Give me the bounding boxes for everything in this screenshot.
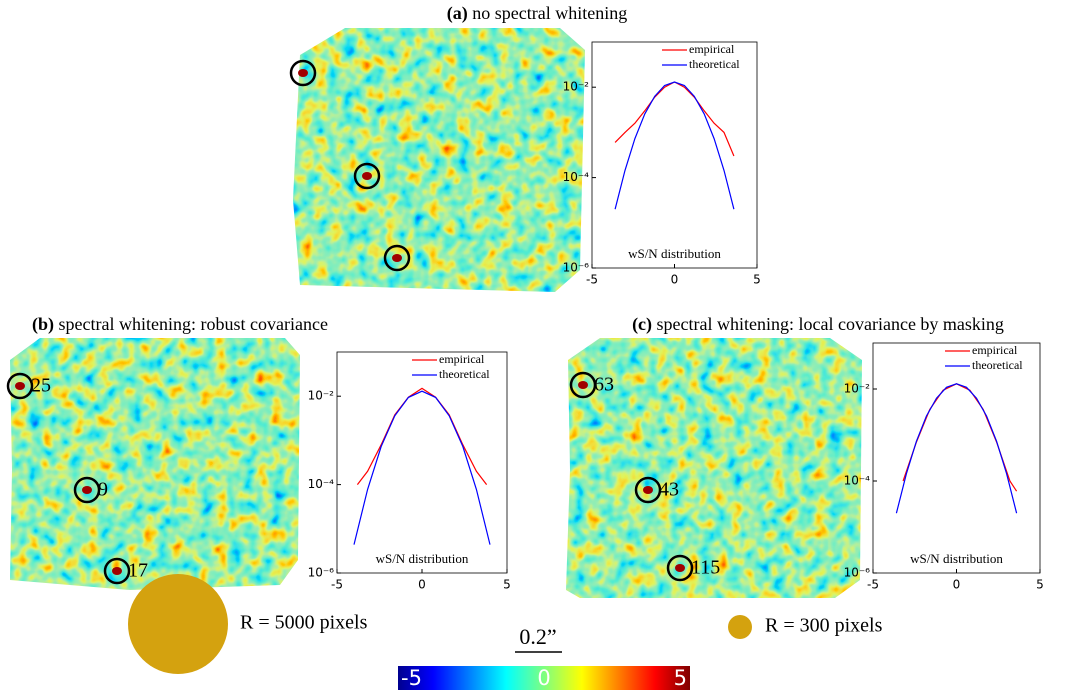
legend-label: theoretical — [972, 358, 1023, 372]
detection-circle — [353, 162, 381, 190]
detection-circle — [634, 476, 662, 504]
detection-circle — [6, 372, 34, 400]
x-tick-label: 0 — [418, 578, 426, 592]
panel-title-text: spectral whitening: local covariance by … — [657, 314, 1004, 334]
kernel-disk — [128, 574, 228, 674]
series-line — [356, 387, 488, 485]
x-tick-label: 0 — [953, 578, 961, 592]
annotation: wS/N distribution — [376, 551, 469, 566]
y-tick-label: 10⁻⁴ — [844, 474, 871, 488]
colorbar-tick-label: 5 — [674, 666, 687, 690]
legend-label: empirical — [439, 352, 485, 366]
detection-label: 25 — [31, 375, 51, 397]
y-tick-label: 10⁻⁶ — [844, 566, 871, 580]
kernel-label: R = 5000 pixels — [240, 612, 368, 634]
panel-title-text: spectral whitening: robust covariance — [59, 314, 328, 334]
y-tick-label: 10⁻² — [844, 382, 871, 396]
detection-circle — [666, 554, 694, 582]
x-tick-label: 5 — [503, 578, 511, 592]
source — [392, 254, 402, 262]
series-line — [895, 383, 1018, 514]
detection-label: 17 — [128, 560, 148, 582]
detection-circle — [289, 59, 317, 87]
annotation: wS/N distribution — [910, 551, 1003, 566]
kernel-disk — [728, 615, 752, 639]
source — [82, 486, 92, 494]
colorbar-tick-label: 0 — [537, 666, 550, 690]
colorbar-tick-label: -5 — [401, 666, 422, 690]
detection-circle — [569, 371, 597, 399]
colorbar — [398, 666, 690, 690]
source — [362, 172, 372, 180]
x-tick-label: -5 — [867, 578, 879, 592]
panel-label: (c) — [632, 314, 652, 335]
kernel-label: R = 300 pixels — [765, 615, 883, 637]
annotation: wS/N distribution — [628, 246, 721, 261]
legend-label: theoretical — [439, 367, 490, 381]
y-tick-label: 10⁻² — [563, 80, 590, 94]
x-tick-label: 0 — [671, 273, 679, 287]
legend-label: empirical — [972, 343, 1018, 357]
panel-title-text: no spectral whitening — [472, 3, 627, 23]
image-b — [10, 338, 300, 590]
y-tick-label: 10⁻⁶ — [308, 566, 335, 580]
source — [643, 486, 653, 494]
legend-label: theoretical — [689, 57, 740, 71]
series-line — [614, 81, 735, 210]
x-tick-label: 5 — [753, 273, 761, 287]
y-tick-label: 10⁻⁴ — [308, 477, 335, 491]
series-line — [353, 390, 491, 545]
detection-label: 63 — [594, 374, 614, 396]
panel-label: (b) — [32, 314, 54, 335]
x-tick-label: -5 — [331, 578, 343, 592]
detection-label: 9 — [98, 479, 108, 501]
x-tick-label: -5 — [586, 273, 598, 287]
panel-title: (a) no spectral whitening — [447, 3, 627, 24]
image-c — [566, 338, 862, 598]
source — [578, 381, 588, 389]
panel-title: (c) spectral whitening: local covariance… — [632, 314, 1004, 335]
detection-circle — [383, 244, 411, 272]
panel-label: (a) — [447, 3, 468, 24]
source — [15, 382, 25, 390]
detection-circle — [103, 557, 131, 585]
image-a — [293, 28, 585, 292]
x-tick-label: 5 — [1036, 578, 1044, 592]
plot-area — [336, 351, 508, 574]
y-tick-label: 10⁻² — [308, 389, 335, 403]
detection-label: 43 — [659, 479, 679, 501]
detection-label: 115 — [691, 557, 720, 579]
source — [298, 69, 308, 77]
detection-circle — [73, 476, 101, 504]
y-tick-label: 10⁻⁶ — [563, 261, 590, 275]
legend-label: empirical — [689, 42, 735, 56]
scale-bar-label: 0.2” — [519, 624, 556, 649]
plot-area — [591, 41, 758, 269]
plot-area — [872, 342, 1041, 574]
y-tick-label: 10⁻⁴ — [563, 170, 590, 184]
source — [112, 567, 122, 575]
source — [675, 564, 685, 572]
panel-title: (b) spectral whitening: robust covarianc… — [32, 314, 328, 335]
